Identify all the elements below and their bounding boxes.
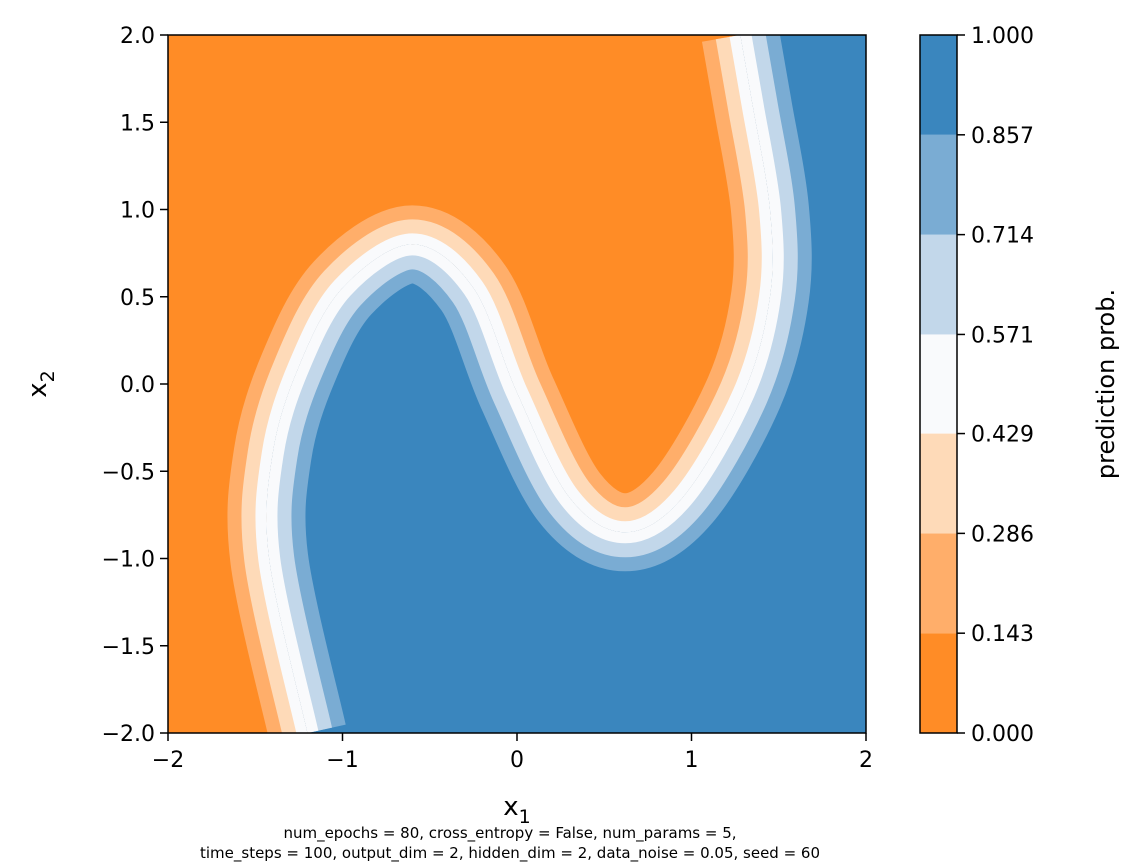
colorbar-tick-label: 0.571 <box>971 323 1034 348</box>
colorbar-tick-label: 0.429 <box>971 423 1034 448</box>
colorbar-band <box>920 334 957 434</box>
colorbar-band <box>920 134 957 235</box>
y-tick-label: 0.0 <box>120 373 155 398</box>
colorbar-tick-label: 0.714 <box>971 224 1034 249</box>
colorbar-label: prediction prob. <box>1092 289 1120 479</box>
y-tick-label: 1.5 <box>120 111 155 136</box>
x-tick-label: −2 <box>152 748 184 773</box>
footnote-line-1: num_epochs = 80, cross_entropy = False, … <box>283 824 736 843</box>
colorbar-band <box>920 35 957 135</box>
contour-bands <box>227 35 866 733</box>
colorbar-ticks: 0.000 0.143 0.286 0.429 0.571 0.714 0.857 1.000 <box>957 24 1034 747</box>
x-tick-label: −1 <box>326 748 358 773</box>
y-axis-label: x2 <box>23 370 59 397</box>
y-tick-label: −1.0 <box>102 548 155 573</box>
colorbar <box>920 35 957 733</box>
y-tick-label: −2.0 <box>102 722 155 747</box>
x-tick-label: 0 <box>510 748 524 773</box>
y-tick-label: −0.5 <box>102 460 155 485</box>
y-tick-label: 0.5 <box>120 286 155 311</box>
footnote-line-2: time_steps = 100, output_dim = 2, hidden… <box>200 844 820 862</box>
colorbar-tick-label: 0.143 <box>971 622 1034 647</box>
y-tick-label: −1.5 <box>102 635 155 660</box>
x-tick-label: 2 <box>859 748 873 773</box>
colorbar-tick-label: 0.857 <box>971 124 1034 149</box>
colorbar-band <box>920 433 957 534</box>
y-axis: −2.0 −1.5 −1.0 −0.5 0.0 0.5 1.0 1.5 2.0 <box>102 24 168 747</box>
y-tick-label: 1.0 <box>120 199 155 224</box>
colorbar-band <box>920 234 957 335</box>
contour-plot <box>168 35 866 733</box>
colorbar-frame <box>919 34 958 734</box>
y-axis-label-sub: 2 <box>37 370 59 382</box>
x-axis-label-sub: 1 <box>519 806 531 828</box>
colorbar-band <box>920 633 957 733</box>
x-axis-label: x1 <box>503 792 530 828</box>
x-axis: −2 −1 0 1 2 <box>152 733 873 773</box>
colorbar-tick-label: 0.000 <box>971 722 1034 747</box>
colorbar-band <box>920 533 957 634</box>
colorbar-tick-label: 1.000 <box>971 24 1034 49</box>
y-tick-label: 2.0 <box>120 24 155 49</box>
contour-region-high <box>266 35 866 733</box>
x-tick-label: 1 <box>685 748 699 773</box>
colorbar-tick-label: 0.286 <box>971 522 1034 547</box>
